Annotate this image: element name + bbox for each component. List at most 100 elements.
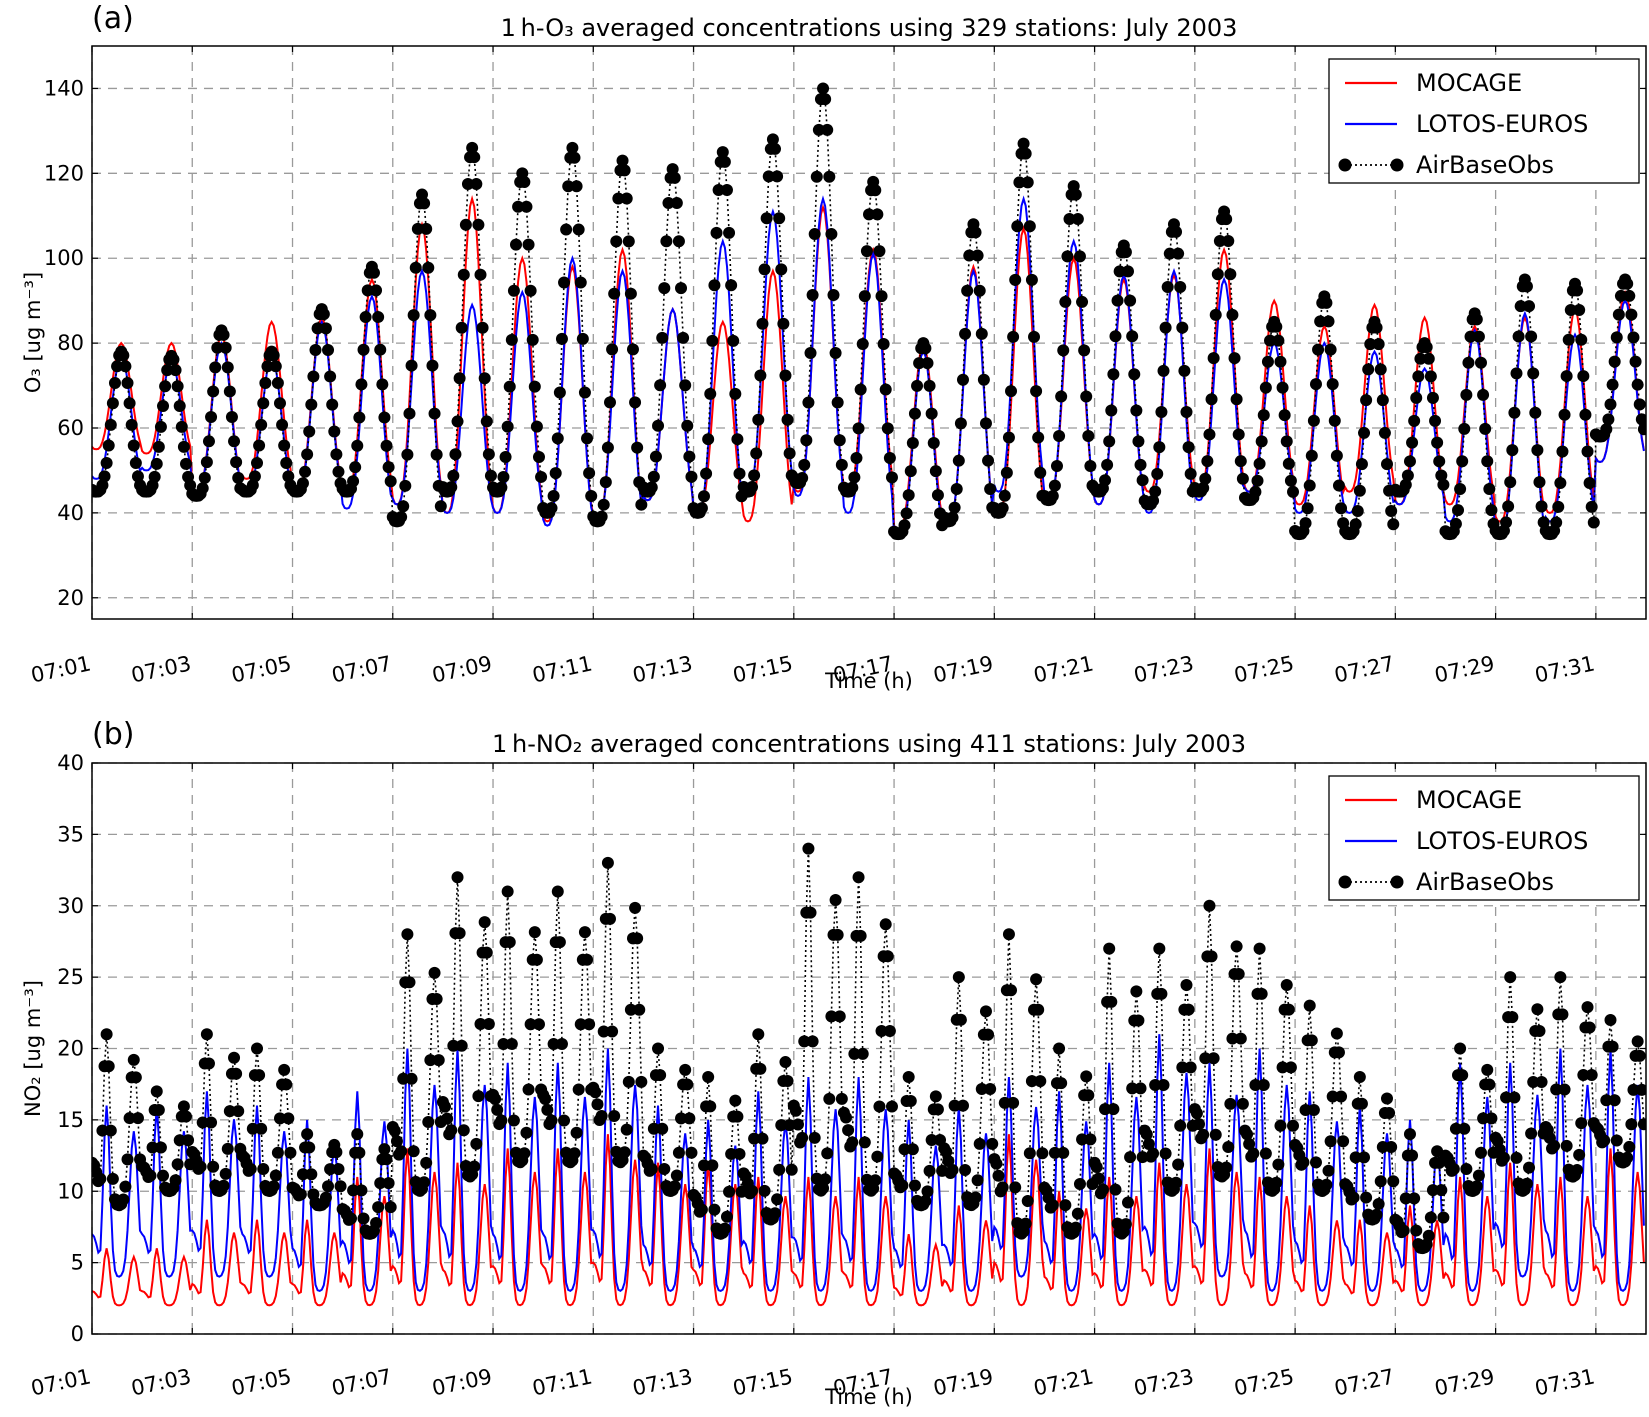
data-point [1456,1069,1469,1082]
data-point [1575,333,1588,346]
data-point [259,376,272,389]
data-point [848,1047,861,1060]
data-point [468,1160,481,1173]
data-point [1278,409,1291,422]
data-point [401,928,414,941]
data-point [896,1179,909,1192]
data-point [681,1078,694,1091]
data-point [558,1114,571,1127]
data-point [1203,899,1216,912]
data-point [785,1163,798,1176]
data-point [1305,1034,1318,1047]
data-point [1332,479,1345,492]
data-point [351,1128,364,1141]
data-point [1287,485,1300,498]
data-point [1199,1052,1212,1065]
data-point [278,439,291,452]
data-point [403,976,416,989]
plot-area [92,842,1646,1307]
data-point [1514,300,1527,313]
x-tick-label: 07:07 [330,1364,394,1400]
data-point [420,1156,433,1169]
data-point [1337,1135,1350,1148]
data-point [102,1060,115,1073]
data-point [1257,1079,1270,1092]
data-point [779,369,792,382]
x-tick-label: 07:25 [1232,651,1296,687]
data-point [1483,1078,1496,1091]
data-point [652,1042,665,1055]
data-point [1477,388,1490,401]
data-point [1226,308,1239,321]
data-point [1174,280,1187,293]
data-point [223,1105,236,1118]
data-point [1399,478,1412,491]
data-point [522,238,535,251]
data-point [1021,176,1034,189]
data-point [1197,481,1210,494]
data-point [558,276,571,289]
data-point [480,946,493,959]
data-point [296,477,309,490]
data-point [1608,355,1621,368]
data-point [1284,1061,1297,1074]
data-point [1249,485,1262,498]
data-point [129,457,142,470]
data-point [817,82,830,95]
data-point [1050,459,1063,472]
data-point [221,361,234,374]
data-point [296,1168,309,1181]
data-point [725,279,738,292]
data-point [1161,280,1174,293]
data-point [1623,289,1636,302]
data-point [526,333,539,346]
data-point [578,386,591,399]
data-point [1071,213,1084,226]
y-axis-label: NO₂ [ug m⁻³] [21,980,45,1117]
data-point [1500,1091,1513,1104]
chart-panel-b: 0 5 10 15 20 25 30 35 40 07:01 07:03 07:05 07:07 07:0… [21,717,1647,1409]
data-point [1034,466,1047,479]
data-point [200,1028,213,1041]
data-point [798,1035,811,1048]
data-point [873,1100,886,1113]
data-point [1403,455,1416,468]
data-point [1433,455,1446,468]
data-point [372,1201,385,1214]
data-point [1335,1090,1348,1103]
data-point [1130,985,1143,998]
data-point [775,263,788,276]
data-point [727,334,740,347]
data-point [451,415,464,428]
data-point [668,171,681,184]
data-point [984,483,997,496]
x-axis-label: Time (h) [824,1385,913,1409]
data-point [307,370,320,383]
data-point [127,439,140,452]
data-point [1280,978,1293,991]
data-point [835,458,848,471]
data-point [510,238,523,251]
data-point [438,1100,451,1113]
data-point [179,1110,192,1123]
data-point [1358,1151,1371,1164]
data-point [626,343,639,356]
data-point [1201,455,1214,468]
data-point [1005,385,1018,398]
data-point [624,287,637,300]
data-point [422,261,435,274]
data-point [568,1147,581,1160]
data-point [1226,1032,1239,1045]
data-point [324,1163,337,1176]
x-tick-label: 07:01 [29,651,93,687]
data-point [361,284,374,297]
data-point [1224,1097,1237,1110]
x-tick-label: 07:31 [1533,651,1597,687]
data-point [1452,504,1465,517]
data-point [679,379,692,392]
data-point [996,1181,1009,1194]
data-point [1299,517,1312,530]
y-tick-label: 140 [44,76,84,100]
data-point [1124,294,1137,307]
